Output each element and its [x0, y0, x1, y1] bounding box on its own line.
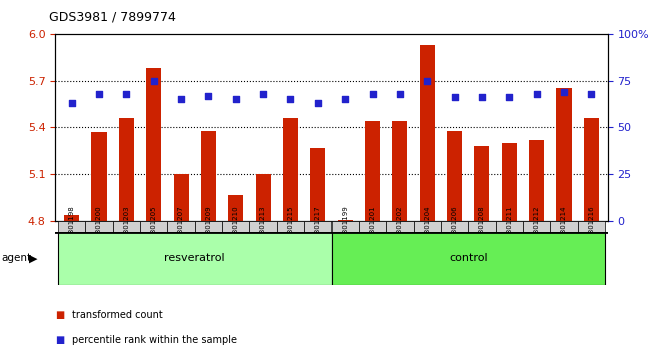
Bar	[495, 221, 523, 232]
Point	[422, 78, 432, 83]
Text: GSM801207: GSM801207	[178, 205, 184, 248]
Text: GSM801215: GSM801215	[287, 205, 293, 248]
Point	[340, 96, 350, 102]
Bar	[310, 148, 326, 221]
Text: GSM801199: GSM801199	[342, 205, 348, 248]
Point	[148, 78, 159, 83]
Text: ■: ■	[55, 310, 64, 320]
Bar	[393, 121, 408, 221]
Bar	[92, 132, 107, 221]
Point	[94, 91, 104, 97]
Text: GSM801204: GSM801204	[424, 205, 430, 248]
Text: GSM801213: GSM801213	[260, 205, 266, 248]
Bar	[584, 118, 599, 221]
Text: GSM801212: GSM801212	[534, 205, 540, 248]
Bar	[255, 175, 270, 221]
Bar	[332, 232, 605, 285]
Point	[532, 91, 542, 97]
Text: percentile rank within the sample: percentile rank within the sample	[72, 335, 237, 345]
Bar	[386, 221, 413, 232]
Text: GSM801217: GSM801217	[315, 205, 321, 248]
Bar	[365, 121, 380, 221]
Point	[476, 95, 487, 100]
Text: GSM801205: GSM801205	[151, 205, 157, 248]
Bar	[277, 221, 304, 232]
Bar	[556, 88, 571, 221]
Point	[313, 100, 323, 106]
Bar	[201, 131, 216, 221]
Text: GSM801216: GSM801216	[588, 205, 594, 248]
Bar	[250, 221, 277, 232]
Text: GSM801198: GSM801198	[69, 205, 75, 248]
Point	[449, 95, 460, 100]
Bar	[468, 221, 495, 232]
Bar	[195, 221, 222, 232]
Text: agent: agent	[1, 253, 31, 263]
Text: GDS3981 / 7899774: GDS3981 / 7899774	[49, 11, 176, 24]
Text: resveratrol: resveratrol	[164, 253, 225, 263]
Bar	[332, 221, 359, 232]
Bar	[413, 221, 441, 232]
Bar	[441, 221, 468, 232]
Text: GSM801201: GSM801201	[370, 205, 376, 248]
Text: GSM801214: GSM801214	[561, 205, 567, 248]
Bar	[283, 118, 298, 221]
Bar	[551, 221, 578, 232]
Bar	[64, 215, 79, 221]
Text: GSM801211: GSM801211	[506, 205, 512, 248]
Point	[231, 96, 241, 102]
Point	[285, 96, 296, 102]
Bar	[359, 221, 386, 232]
Bar	[58, 232, 332, 285]
Text: GSM801203: GSM801203	[124, 205, 129, 248]
Bar	[474, 146, 489, 221]
Text: GSM801206: GSM801206	[452, 205, 458, 248]
Bar	[420, 45, 435, 221]
Text: control: control	[449, 253, 488, 263]
Point	[66, 100, 77, 106]
Text: GSM801202: GSM801202	[397, 205, 403, 248]
Text: ▶: ▶	[29, 253, 38, 263]
Bar	[447, 131, 462, 221]
Bar	[168, 221, 195, 232]
Point	[504, 95, 515, 100]
Point	[559, 89, 569, 95]
Point	[586, 91, 597, 97]
Bar	[85, 221, 112, 232]
Text: GSM801209: GSM801209	[205, 205, 211, 248]
Bar	[140, 221, 168, 232]
Bar	[337, 220, 353, 221]
Bar	[146, 68, 161, 221]
Bar	[523, 221, 551, 232]
Bar	[578, 221, 605, 232]
Text: GSM801208: GSM801208	[479, 205, 485, 248]
Point	[121, 91, 131, 97]
Point	[203, 93, 214, 98]
Point	[395, 91, 405, 97]
Bar	[222, 221, 250, 232]
Bar	[58, 221, 85, 232]
Bar	[228, 195, 243, 221]
Bar	[529, 140, 544, 221]
Text: GSM801210: GSM801210	[233, 205, 239, 248]
Text: ■: ■	[55, 335, 64, 345]
Point	[258, 91, 268, 97]
Point	[367, 91, 378, 97]
Bar	[119, 118, 134, 221]
Point	[176, 96, 187, 102]
Text: GSM801200: GSM801200	[96, 205, 102, 248]
Bar	[112, 221, 140, 232]
Bar	[174, 175, 188, 221]
Bar	[502, 143, 517, 221]
Text: transformed count: transformed count	[72, 310, 162, 320]
Bar	[304, 221, 332, 232]
